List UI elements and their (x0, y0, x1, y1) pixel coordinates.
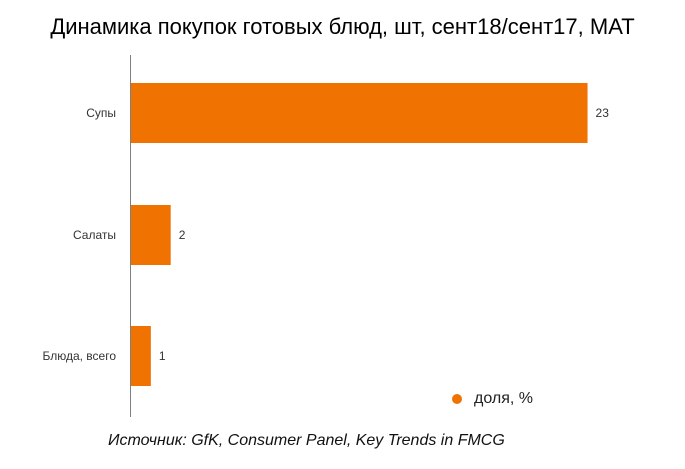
category-label: Блюда, всего (42, 349, 116, 363)
category-label: Салаты (73, 228, 116, 242)
legend-marker-icon (452, 394, 462, 404)
data-label: 23 (596, 106, 610, 120)
legend: доля, % (452, 390, 533, 408)
data-label: 1 (159, 349, 166, 363)
source-note: Источник: GfK, Consumer Panel, Key Trend… (108, 432, 505, 449)
bar-3 (131, 326, 151, 386)
bar-1 (131, 83, 588, 143)
category-label: Супы (86, 106, 116, 120)
legend-label: доля, % (474, 390, 533, 407)
data-label: 2 (179, 228, 186, 242)
chart-title: Динамика покупок готовых блюд, шт, сент1… (50, 14, 635, 39)
bar-2 (131, 205, 171, 265)
